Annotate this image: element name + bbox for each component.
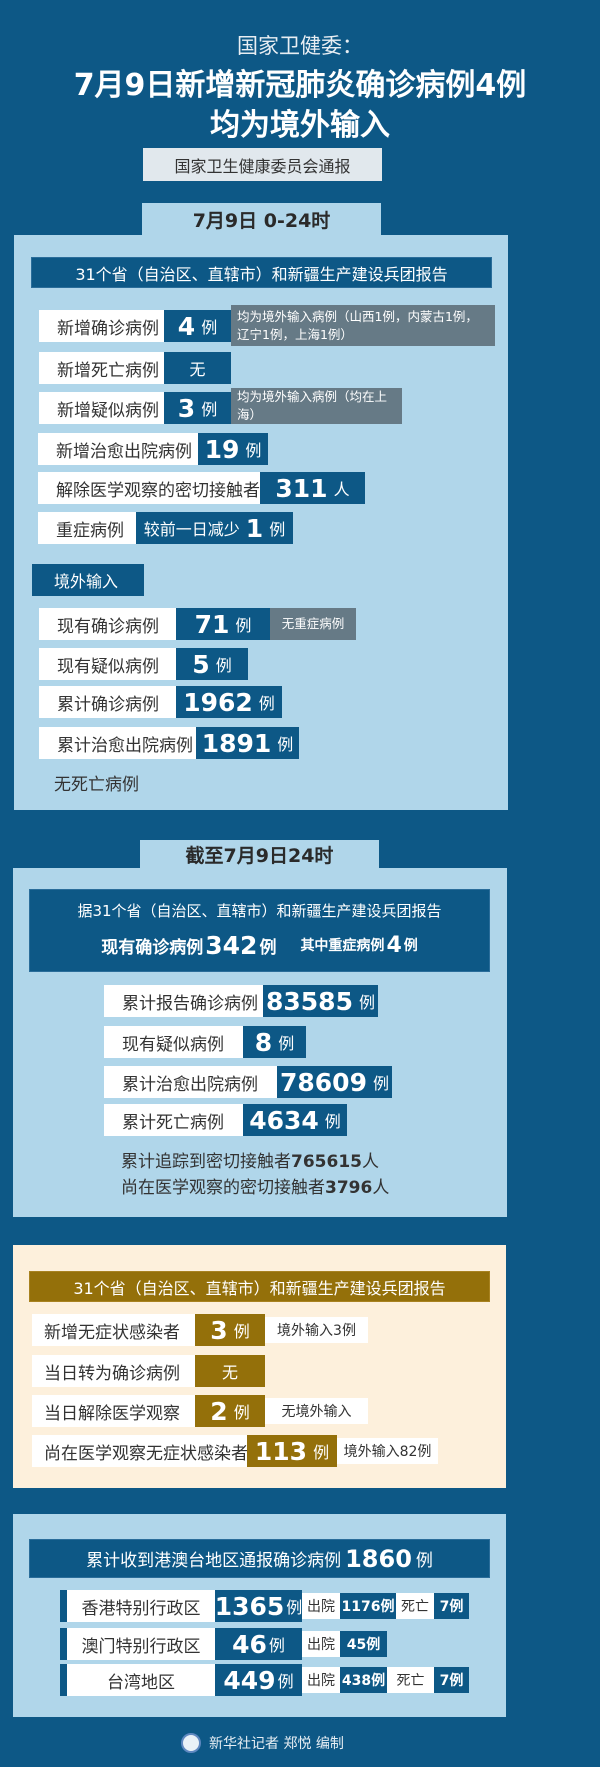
region-value: 46 例 xyxy=(215,1628,302,1660)
section2-tab: 截至7月9日24时 xyxy=(140,840,379,869)
xinhua-logo-icon xyxy=(181,1733,201,1753)
row-label: 累计死亡病例 xyxy=(104,1104,243,1136)
section1-report-header: 31个省（自治区、直辖市）和新疆生产建设兵团报告 xyxy=(31,257,492,288)
row-label: 当日解除医学观察 xyxy=(32,1395,195,1427)
row-value: 83585 例 xyxy=(263,985,378,1017)
region-label: 澳门特别行政区 xyxy=(67,1628,215,1660)
death-label: 死亡 xyxy=(396,1593,434,1619)
row-value: 78609 例 xyxy=(277,1066,392,1098)
row-value: 113 例 xyxy=(247,1435,337,1467)
row-label: 现有疑似病例 xyxy=(39,648,176,680)
discharged-label: 出院 xyxy=(302,1667,340,1693)
region-value: 449 例 xyxy=(215,1664,302,1696)
row-label: 新增死亡病例 xyxy=(39,352,164,384)
row-value: 19 例 xyxy=(198,433,268,465)
row-value: 无 xyxy=(164,352,231,384)
discharged-value: 438例 xyxy=(340,1667,387,1693)
section1-tab: 7月9日 0-24时 xyxy=(142,203,381,236)
row-value: 1891 例 xyxy=(196,727,299,759)
row-label: 累计报告确诊病例 xyxy=(104,985,263,1017)
row-label: 现有疑似病例 xyxy=(104,1026,243,1058)
section3-report-header: 31个省（自治区、直辖市）和新疆生产建设兵团报告 xyxy=(29,1271,490,1302)
row-marker xyxy=(60,1664,67,1696)
source-label: 国家卫生健康委员会通报 xyxy=(143,148,382,181)
discharged-label: 出院 xyxy=(302,1593,340,1619)
region-value: 1365 例 xyxy=(214,1590,303,1622)
row-label: 新增治愈出院病例 xyxy=(38,433,198,465)
row-label: 累计治愈出院病例 xyxy=(39,727,196,759)
section2-report-header: 据31个省（自治区、直辖市）和新疆生产建设兵团报告 现有确诊病例 342 例 其中重… xyxy=(29,889,490,972)
death-label: 死亡 xyxy=(387,1667,434,1693)
row-value: 1962 例 xyxy=(176,686,282,718)
contacts-traced: 累计追踪到密切接触者765615人 xyxy=(121,1152,379,1172)
kicker: 国家卫健委： xyxy=(237,34,363,58)
row-label: 当日转为确诊病例 xyxy=(32,1355,195,1387)
death-value: 7例 xyxy=(434,1593,469,1619)
row-value: 较前一日减少 1 例 xyxy=(136,512,293,544)
row-value: 311 人 xyxy=(260,472,365,504)
death-value: 7例 xyxy=(434,1667,469,1693)
region-label: 香港特别行政区 xyxy=(67,1590,215,1622)
footer-credit: 新华社记者 郑悦 编制 xyxy=(209,1736,344,1752)
page-title-line2: 均为境外输入 xyxy=(210,108,390,143)
row-label: 累计治愈出院病例 xyxy=(104,1066,277,1098)
row-label: 重症病例 xyxy=(38,512,136,544)
row-value: 4634 例 xyxy=(243,1104,347,1136)
row-label: 尚在医学观察无症状感染者 xyxy=(32,1435,248,1467)
row-label: 新增疑似病例 xyxy=(39,392,164,424)
row-value: 71 例 xyxy=(176,608,270,640)
row-label: 现有确诊病例 xyxy=(39,608,176,640)
row-note: 境外输入82例 xyxy=(337,1438,438,1464)
row-label: 累计确诊病例 xyxy=(39,686,176,718)
row-note: 无境外输入 xyxy=(265,1398,368,1424)
current-summary: 现有确诊病例 342 例 其中重症病例 4 例 xyxy=(101,930,418,960)
report-header-text: 据31个省（自治区、直辖市）和新疆生产建设兵团报告 xyxy=(77,902,442,920)
row-marker xyxy=(60,1590,67,1622)
imported-footnote: 无死亡病例 xyxy=(54,775,139,795)
discharged-value: 1176例 xyxy=(340,1593,396,1619)
footer: 新华社记者 郑悦 编制 xyxy=(181,1731,344,1755)
discharged-label: 出院 xyxy=(302,1631,340,1657)
row-value: 无 xyxy=(195,1355,265,1387)
row-label: 新增无症状感染者 xyxy=(32,1314,195,1346)
row-label: 解除医学观察的密切接触者 xyxy=(38,472,260,504)
section4-header: 累计收到港澳台地区通报确诊病例 1860 例 xyxy=(29,1539,490,1578)
row-marker xyxy=(60,1628,67,1660)
row-note: 境外输入3例 xyxy=(265,1317,368,1343)
contacts-observed: 尚在医学观察的密切接触者3796人 xyxy=(121,1178,390,1198)
region-label: 台湾地区 xyxy=(67,1664,215,1696)
row-note: 均为境外输入病例（山西1例，内蒙古1例，辽宁1例，上海1例） xyxy=(231,305,495,346)
row-note: 均为境外输入病例（均在上海） xyxy=(231,388,402,424)
row-label: 新增确诊病例 xyxy=(39,310,164,342)
page-title-line1: 7月9日新增新冠肺炎确诊病例4例 xyxy=(73,68,527,103)
imported-tag: 境外输入 xyxy=(32,564,144,596)
discharged-value: 45例 xyxy=(340,1631,387,1657)
row-note: 无重症病例 xyxy=(270,608,356,640)
